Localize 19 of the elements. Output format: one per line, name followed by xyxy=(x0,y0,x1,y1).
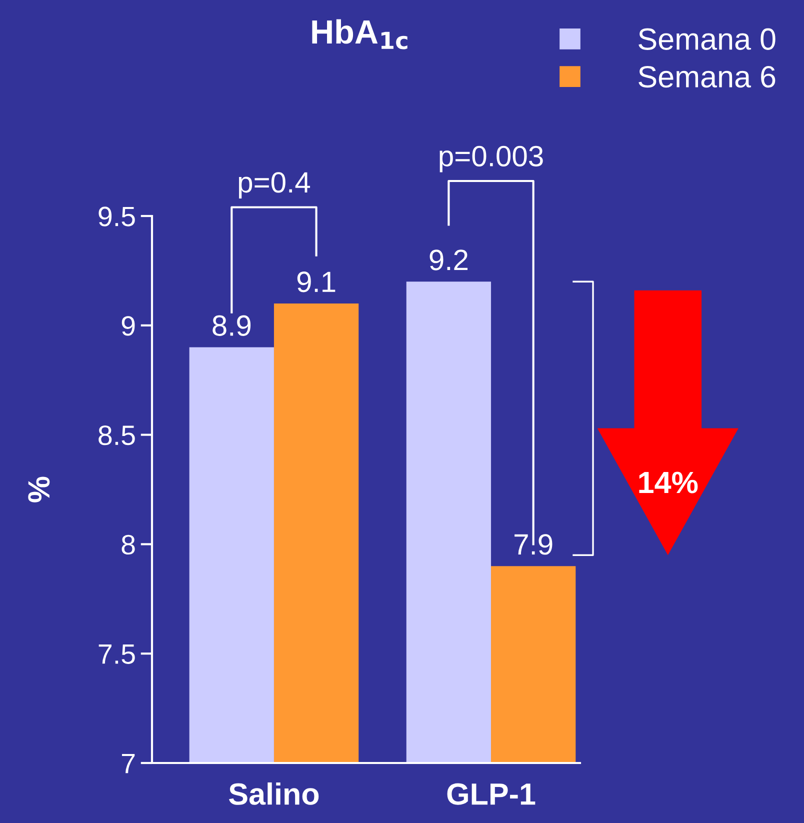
y-tick-label: 7.5 xyxy=(98,644,135,664)
chart-title: HbA$_{1c}$ xyxy=(312,19,408,50)
y-tick-label: 9 xyxy=(122,316,135,336)
y-tick-label: 9.5 xyxy=(98,206,135,226)
x-tick-label: GLP-1 xyxy=(447,783,536,805)
data-label: 7.9 xyxy=(514,534,552,555)
y-tick-label: 7 xyxy=(122,754,135,774)
legend-label: Semana 6 xyxy=(638,66,776,88)
text: 14% xyxy=(639,472,698,494)
text: p=0.003 xyxy=(440,146,543,172)
data-label: 9.2 xyxy=(430,250,468,270)
y-tick-label: 8 xyxy=(122,534,135,555)
text: p=0.4 xyxy=(238,172,310,198)
legend-label: Semana 0 xyxy=(638,28,776,50)
y-axis-title: % xyxy=(28,476,50,502)
y-tick-label: 8.5 xyxy=(98,425,135,446)
data-label: 9.1 xyxy=(297,272,336,292)
data-label: 8.9 xyxy=(212,315,251,336)
x-tick-label: Salino xyxy=(229,782,319,805)
